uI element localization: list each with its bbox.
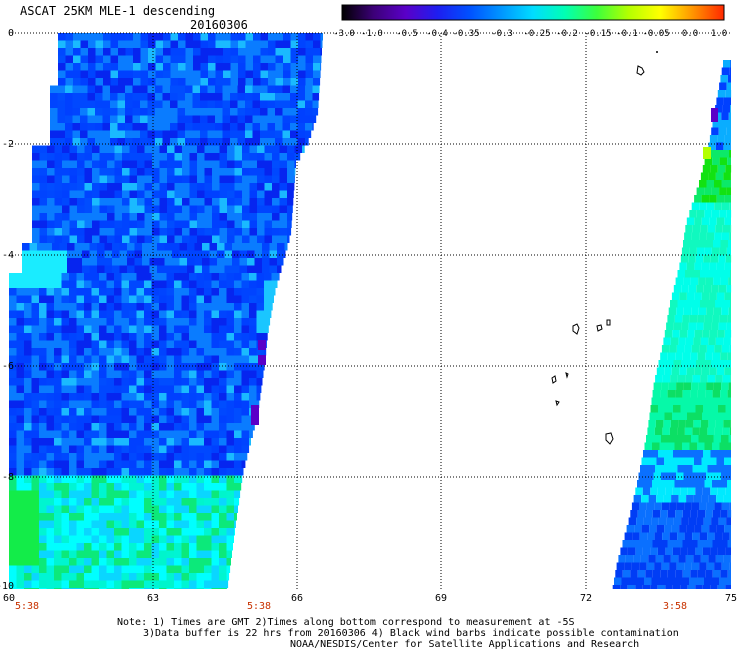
colorbar-labels: -3.0 -1.0 -0.5 -0.4 -0.35 -0.3 -0.25 -0.2 -0.15-… — [333, 29, 727, 39]
lat-label: -10 — [0, 581, 14, 592]
colorbar-label: -1.0 — [361, 29, 383, 39]
colorbar-label: -3.0 — [333, 29, 355, 39]
lon-label: 66 — [291, 593, 303, 604]
colorbar-label: -0.35 — [452, 29, 479, 39]
colorbar-label: 1.0 — [711, 29, 727, 39]
note-line-1: Note: 1) Times are GMT 2)Times along bot… — [117, 617, 575, 628]
colorbar-label: -0.15 — [584, 29, 611, 39]
colorbar-label: 0.0 — [682, 29, 698, 39]
lon-label: 63 — [147, 593, 159, 604]
island-outlines — [551, 51, 658, 445]
colorbar-label: -0.4 — [426, 29, 448, 39]
time-label: 5:38 — [15, 601, 39, 612]
colorbar-gradient — [341, 4, 725, 21]
map-date: 20160306 — [190, 18, 248, 32]
lat-label: 0 — [8, 28, 14, 39]
lat-label: -8 — [2, 472, 14, 483]
time-label: 3:58 — [663, 601, 687, 612]
lon-label: 72 — [580, 593, 592, 604]
colorbar-label: -0.05 — [642, 29, 669, 39]
colorbar-label: -0.3 — [491, 29, 513, 39]
lon-label: 75 — [725, 593, 737, 604]
time-label: 5:38 — [247, 601, 271, 612]
data-swaths — [9, 33, 732, 589]
lat-label: -2 — [2, 139, 14, 150]
lat-label: -4 — [2, 250, 14, 261]
colorbar-label: -0.1 — [616, 29, 638, 39]
lat-label: -6 — [2, 361, 14, 372]
lon-label: 69 — [435, 593, 447, 604]
lon-label: 60 — [3, 593, 15, 604]
colorbar-label: -0.2 — [556, 29, 578, 39]
colorbar-label: -0.5 — [396, 29, 418, 39]
grid-lines — [9, 32, 731, 589]
map-title: ASCAT 25KM MLE-1 descending — [20, 4, 216, 18]
note-line-3: NOAA/NESDIS/Center for Satellite Applica… — [290, 639, 640, 650]
note-line-2: 3)Data buffer is 22 hrs from 20160306 4)… — [143, 628, 679, 639]
colorbar — [341, 4, 725, 21]
colorbar-label: -0.25 — [523, 29, 550, 39]
